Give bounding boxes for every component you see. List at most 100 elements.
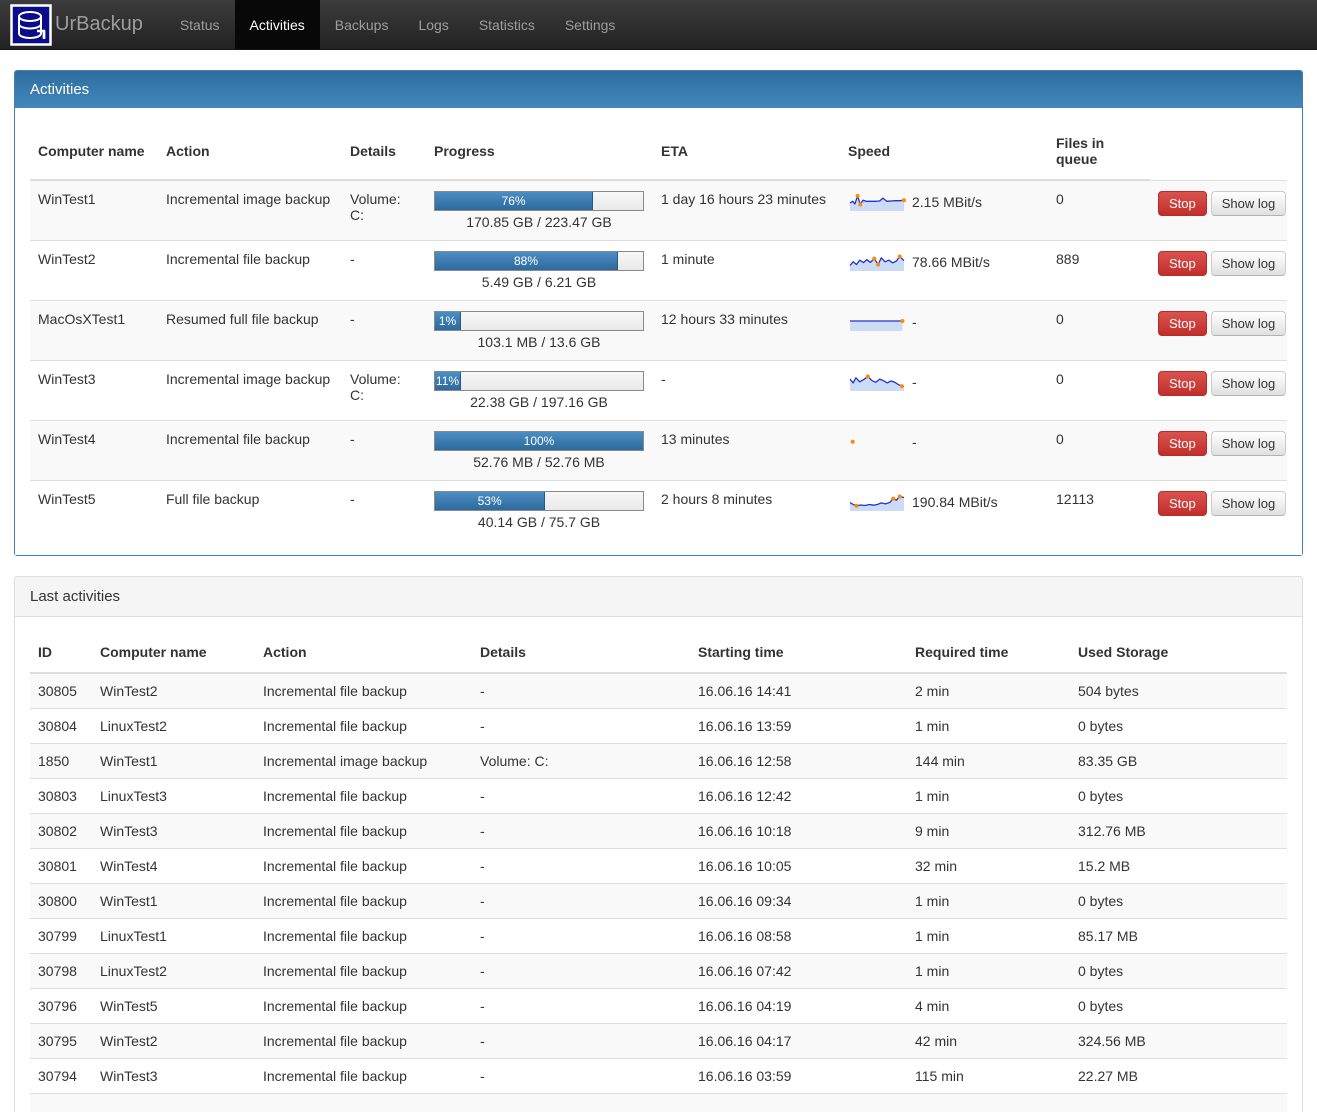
speed-wrap: -: [848, 311, 1040, 333]
computer-name-cell: WinTest3: [30, 360, 158, 421]
progress-cell: 88% 5.49 GB / 6.21 GB: [426, 240, 653, 301]
speed-value: -: [912, 314, 917, 330]
eta-cell: 1 day 16 hours 23 minutes: [653, 179, 840, 241]
nav-tab-status[interactable]: Status: [179, 17, 220, 33]
last-activity-row: 30794 WinTest3 Incremental file backup -16.…: [30, 1058, 1287, 1093]
progress-bar: 1%: [434, 311, 644, 331]
required-time-cell: 42 min: [907, 1023, 1070, 1059]
last-activity-row: 30801 WinTest4 Incremental file backup -16.…: [30, 848, 1287, 884]
starting-time-cell: 16.06.16 03:59: [690, 1058, 907, 1093]
starting-time-cell: 16.06.16 07:42: [690, 953, 907, 989]
speed-cell: -: [840, 360, 1048, 421]
show-log-button[interactable]: Show log: [1210, 311, 1287, 336]
eta-cell: 2 hours 8 minutes: [653, 480, 840, 540]
actions-cell: Stop Show log: [1150, 300, 1287, 361]
progress-size-label: 52.76 MB / 52.76 MB: [473, 454, 605, 470]
activities-column-header: ETA: [653, 123, 840, 181]
starting-time-cell: 16.06.16 12:42: [690, 778, 907, 814]
show-log-button[interactable]: Show log: [1210, 431, 1287, 456]
computer-name-cell: WinTest2: [92, 1023, 255, 1059]
show-log-button[interactable]: Show log: [1210, 491, 1287, 516]
last-activity-row: 30805 WinTest2 Incremental file backup -16.…: [30, 672, 1287, 709]
show-log-button[interactable]: Show log: [1210, 190, 1287, 216]
required-time-cell: 1 min: [907, 708, 1070, 744]
actions-cell: Stop Show log: [1150, 240, 1287, 301]
action-cell: Incremental image backup: [158, 360, 342, 421]
id-cell: 30801: [30, 848, 92, 884]
last-activity-row: 30802 WinTest3 Incremental file backup -16.…: [30, 813, 1287, 849]
actions-cell: Stop Show log: [1150, 179, 1287, 241]
details-cell: -: [472, 953, 690, 989]
speed-cell: 78.66 MBit/s: [840, 240, 1048, 301]
progress-bar-fill: 1%: [435, 312, 461, 330]
details-cell: -: [472, 848, 690, 884]
nav-tab-activities[interactable]: Activities: [234, 0, 320, 49]
activities-column-header: Speed: [840, 123, 1048, 181]
starting-time-cell: 16.06.16 10:05: [690, 848, 907, 884]
stop-button[interactable]: Stop: [1158, 431, 1207, 456]
activity-row: WinTest1 Incremental image backup Volume: …: [30, 179, 1287, 241]
last-activities-column-header: Details: [472, 632, 690, 674]
details-cell: -: [342, 420, 426, 481]
details-cell: Volume: C:: [472, 743, 690, 779]
id-cell: 30800: [30, 883, 92, 919]
computer-name-cell: MacOsXTest1: [30, 300, 158, 361]
speed-sparkline: [849, 193, 906, 211]
action-cell: Incremental file backup: [255, 708, 472, 744]
eta-cell: 12 hours 33 minutes: [653, 300, 840, 361]
nav-tab-statistics[interactable]: Statistics: [478, 17, 535, 33]
details-cell: -: [472, 988, 690, 1024]
used-storage-cell: 15.2 MB: [1070, 848, 1287, 884]
computer-name-cell: LinuxTest3: [92, 778, 255, 814]
action-cell: Incremental file backup: [255, 953, 472, 989]
computer-name-cell: WinTest1: [92, 743, 255, 779]
brand: UrBackup: [0, 0, 143, 49]
details-cell: -: [342, 240, 426, 301]
activities-panel: Activities Computer name Action Details Pro…: [14, 70, 1303, 556]
computer-name-cell: WinTest3: [92, 813, 255, 849]
stop-button[interactable]: Stop: [1158, 311, 1207, 336]
show-log-button[interactable]: Show log: [1210, 251, 1287, 276]
computer-name-cell: WinTest4: [30, 420, 158, 481]
eta-cell: -: [653, 360, 840, 421]
computer-name-cell: LinuxTest2: [92, 708, 255, 744]
last-activity-row: 30800 WinTest1 Incremental file backup -16.…: [30, 883, 1287, 919]
progress-bar-fill: 11%: [435, 372, 461, 390]
stop-button[interactable]: Stop: [1158, 491, 1207, 516]
nav-tab-backups[interactable]: Backups: [334, 17, 389, 33]
computer-name-cell: WinTest1: [30, 179, 158, 241]
progress-cell: 1% 103.1 MB / 13.6 GB: [426, 300, 653, 361]
activity-row: WinTest3 Incremental image backup Volume: …: [30, 360, 1287, 421]
details-cell: -: [472, 883, 690, 919]
brand-title: UrBackup: [55, 13, 143, 35]
speed-value: -: [912, 374, 917, 390]
stop-button[interactable]: Stop: [1158, 371, 1207, 396]
id-cell: 1850: [30, 743, 92, 779]
last-activities-header-row: ID Computer name Action Details Starting tim…: [30, 632, 1287, 674]
files-in-queue-cell: 12113: [1048, 480, 1150, 540]
actions-cell: Stop Show log: [1150, 480, 1287, 540]
details-cell: -: [472, 1023, 690, 1059]
id-cell: 30795: [30, 1023, 92, 1059]
required-time-cell: 1 min: [907, 918, 1070, 954]
starting-time-cell: 16.06.16 12:58: [690, 743, 907, 779]
speed-wrap: -: [848, 371, 1040, 393]
nav-tab-settings[interactable]: Settings: [564, 17, 616, 33]
speed-value: -: [912, 434, 917, 450]
stop-button[interactable]: Stop: [1158, 190, 1207, 216]
action-cell: Resumed full file backup: [158, 300, 342, 361]
used-storage-cell: 504 bytes: [1070, 672, 1287, 709]
show-log-button[interactable]: Show log: [1210, 371, 1287, 396]
starting-time-cell: 16.06.16 14:41: [690, 672, 907, 709]
computer-name-cell: LinuxTest1: [92, 918, 255, 954]
speed-wrap: 78.66 MBit/s: [848, 251, 1040, 273]
files-in-queue-cell: 889: [1048, 240, 1150, 301]
progress-bar-fill: 76%: [435, 192, 594, 210]
stop-button[interactable]: Stop: [1158, 251, 1207, 276]
navbar-tabs: Status Activities Backups Logs Statistics Set…: [165, 0, 631, 49]
speed-sparkline: [849, 494, 905, 511]
starting-time-cell: 16.06.16 10:18: [690, 813, 907, 849]
activities-panel-body: Computer name Action Details Progress ETA Spe…: [15, 108, 1302, 555]
required-time-cell: 115 min: [907, 1058, 1070, 1093]
nav-tab-logs[interactable]: Logs: [418, 17, 449, 33]
